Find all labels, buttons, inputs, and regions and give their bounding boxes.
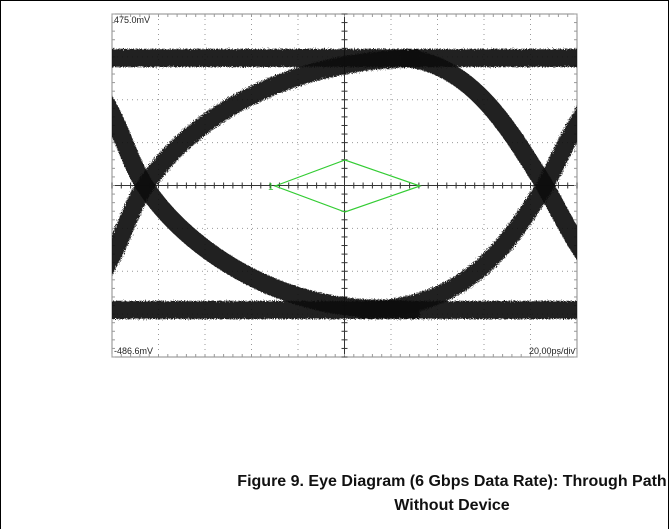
caption: Figure 9. Eye Diagram (6 Gbps Data Rate)… bbox=[232, 473, 671, 491]
timebase-label: 20.00ps/div bbox=[529, 346, 576, 356]
mask-marker: 1 bbox=[268, 182, 274, 193]
top-voltage-label: 475.0mV bbox=[114, 15, 150, 25]
bottom-voltage-label: -486.6mV bbox=[114, 346, 153, 356]
page: {"scope": {"top_label": "475.0mV", "bott… bbox=[0, 0, 671, 529]
caption: Without Device bbox=[232, 497, 671, 515]
eye-diagram: 1 475.0mV -486.6mV 20.00ps/div bbox=[0, 0, 671, 529]
